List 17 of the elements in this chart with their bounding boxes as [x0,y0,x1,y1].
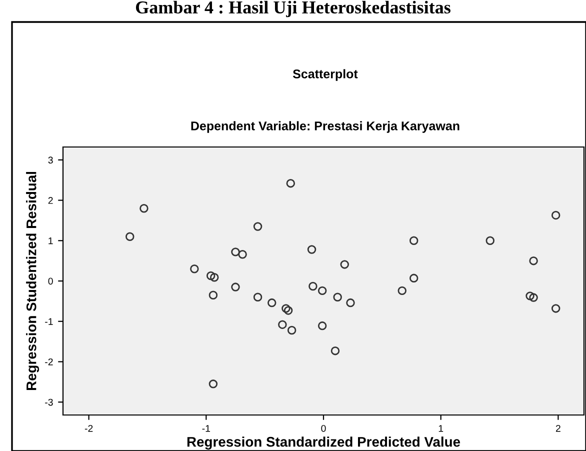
x-tick-label: 0 [321,424,326,432]
y-axis-title: Regression Studentized Residual [26,172,40,390]
y-tick-label: 0 [48,278,53,285]
x-axis-title: Regression Standardized Predicted Value [187,436,460,450]
chart-title: Scatterplot [292,69,358,81]
x-tick-label: 2 [556,424,560,432]
y-tick-label: -1 [45,318,53,325]
x-tick-label: 1 [438,425,444,432]
y-tick-label: 2 [48,197,53,204]
x-tick-label: -1 [202,425,210,432]
y-tick-label: 1 [48,237,53,244]
y-tick-label: -3 [45,398,53,406]
x-tick-label: -2 [84,424,93,432]
chart-subtitle: Dependent Variable: Prestasi Kerja Karyawan [191,121,460,133]
text: Gambar 4 : Hasil Uji Heteroskedastisitas [136,0,450,18]
y-tick-label: -2 [45,358,53,366]
y-tick-label: 3 [48,156,53,164]
